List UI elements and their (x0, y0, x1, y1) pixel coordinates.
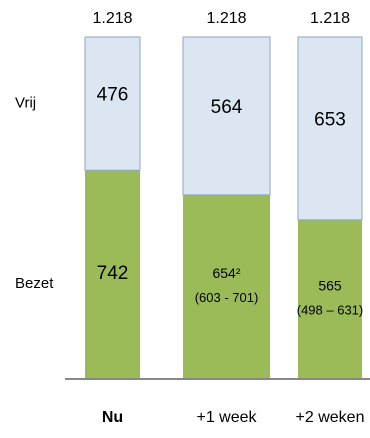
x-tick-label: +1 week (196, 409, 257, 426)
legend-label: Vrij (15, 95, 36, 112)
bar-segment (85, 170, 140, 378)
value-label: 476 (97, 85, 129, 106)
value-label: 564 (211, 97, 243, 118)
total-label: 1.218 (206, 10, 246, 27)
x-tick-label: Nu (102, 409, 123, 426)
bar-segment (298, 219, 362, 378)
value-label: 653 (314, 109, 346, 130)
bar-segment (182, 36, 271, 196)
legend-label: Bezet (15, 275, 54, 292)
value-label: 654² (212, 265, 240, 281)
interval-label: (498 – 631) (297, 302, 364, 317)
total-label: 1.218 (92, 10, 132, 27)
x-tick-label: +2 weken (296, 409, 365, 426)
value-label: 742 (97, 263, 129, 284)
value-label: 565 (318, 278, 342, 294)
bar-segment (84, 36, 141, 171)
bar-segment (297, 36, 363, 221)
interval-label: (603 - 701) (195, 290, 259, 305)
total-label: 1.218 (310, 10, 350, 27)
bar-segment (183, 194, 270, 378)
